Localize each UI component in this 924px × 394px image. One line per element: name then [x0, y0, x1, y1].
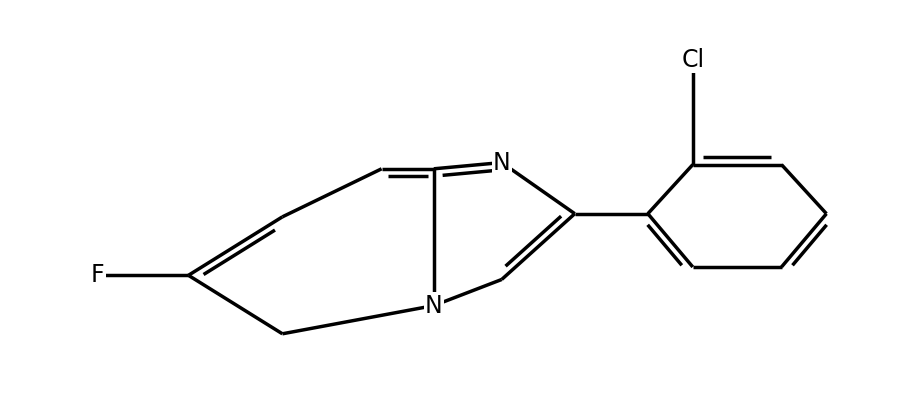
Text: Cl: Cl — [681, 48, 704, 72]
Text: F: F — [91, 263, 104, 287]
Text: N: N — [492, 151, 511, 175]
Text: N: N — [425, 294, 443, 318]
